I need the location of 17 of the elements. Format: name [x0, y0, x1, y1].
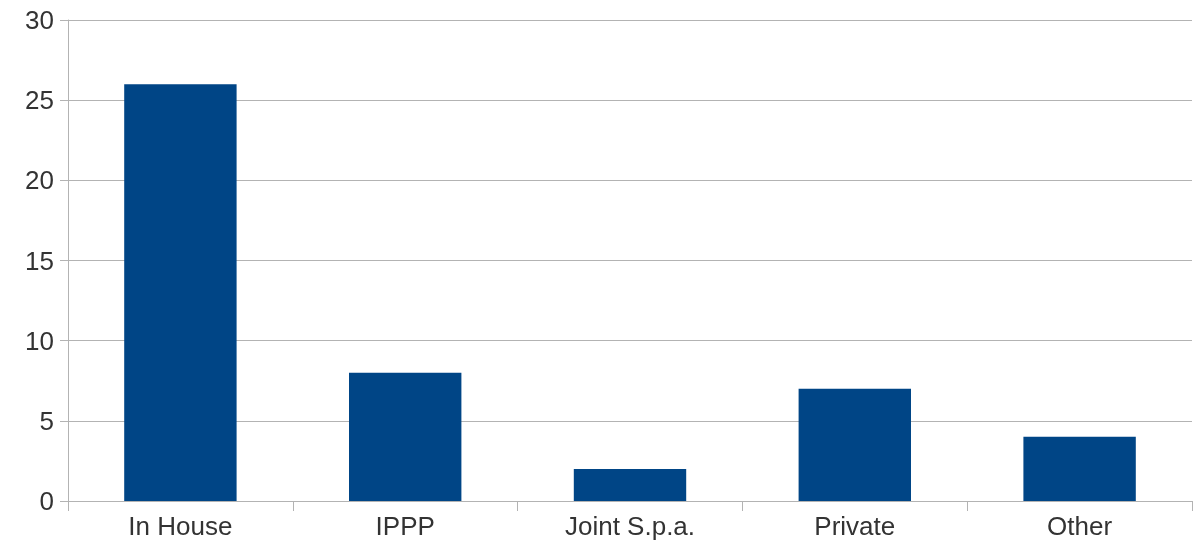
x-tick-label: Other: [1047, 511, 1113, 541]
bar: [1023, 436, 1136, 501]
x-tick-label: Private: [814, 511, 896, 541]
x-tick-label: IPPP: [375, 511, 435, 541]
bar: [124, 84, 237, 501]
y-tick-label: 5: [39, 405, 54, 436]
y-tick-label: 15: [25, 245, 54, 276]
bar: [349, 372, 462, 501]
bar: [573, 468, 687, 501]
x-tick-label: Joint S.p.a.: [564, 511, 696, 541]
y-tick-label: 20: [25, 165, 54, 196]
y-tick-label: 0: [39, 486, 54, 516]
x-tick-label: In House: [128, 511, 233, 541]
y-tick-label: 30: [25, 5, 54, 35]
y-tick-label: 10: [25, 325, 54, 356]
bar: [798, 388, 911, 501]
y-tick-label: 25: [25, 85, 54, 116]
